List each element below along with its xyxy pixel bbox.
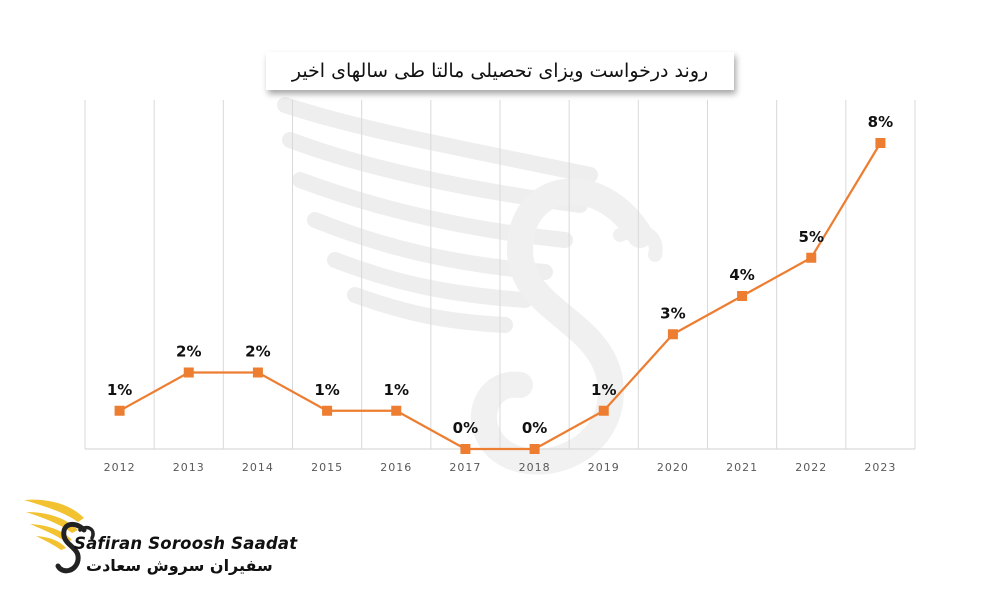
x-tick-label: 2018 [519,461,551,474]
x-tick-label: 2019 [588,461,620,474]
data-label: 0% [522,419,547,437]
brand-logo-icon [24,499,95,574]
data-label: 4% [729,266,754,284]
data-point-marker [806,252,817,263]
data-point-marker [322,405,333,416]
data-point-marker [183,367,194,378]
data-label: 3% [660,304,685,322]
data-label: 1% [384,381,409,399]
data-label: 0% [453,419,478,437]
data-point-marker [252,367,263,378]
data-label: 8% [868,113,893,131]
x-tick-label: 2015 [311,461,343,474]
data-point-marker [598,405,609,416]
data-point-marker [875,138,886,148]
series-polyline [119,142,882,451]
data-label: 1% [314,381,339,399]
x-tick-label: 2017 [449,461,481,474]
data-point-marker [114,405,125,416]
x-tick-label: 2022 [795,461,827,474]
watermark-logo [277,97,663,475]
brand-name-latin: Safiran Soroosh Saadat [74,534,298,553]
data-label: 1% [107,381,132,399]
data-point-marker [460,444,471,454]
data-point-marker [529,444,540,454]
data-label: 5% [799,228,824,246]
gridlines [84,100,916,449]
x-tick-label: 2020 [657,461,689,474]
data-labels: 1% 2% 2% 1% 1% 0% 0% 1% 3% 4% 5% 8% [107,113,893,437]
data-label: 1% [591,381,616,399]
data-point-marker [667,329,678,340]
brand-name-persian: سفیران سروش سعادت [86,556,273,575]
x-tick-label: 2023 [864,461,896,474]
series-line [114,138,886,454]
x-tick-label: 2013 [173,461,205,474]
data-point-marker [737,291,748,301]
x-tick-label: 2014 [242,461,274,474]
data-label: 2% [245,343,270,361]
chart-title: روند درخواست ویزای تحصیلی مالتا طی سالها… [291,60,709,82]
data-point-marker [391,405,402,416]
x-tick-label: 2021 [726,461,758,474]
x-tick-label: 2012 [104,461,136,474]
x-tick-labels: 2012 2013 2014 2015 2016 2017 2018 2019 2020 2021… [104,461,896,474]
chart-title-box: روند درخواست ویزای تحصیلی مالتا طی سالها… [266,52,734,90]
data-label: 2% [176,343,201,361]
x-tick-label: 2016 [380,461,412,474]
